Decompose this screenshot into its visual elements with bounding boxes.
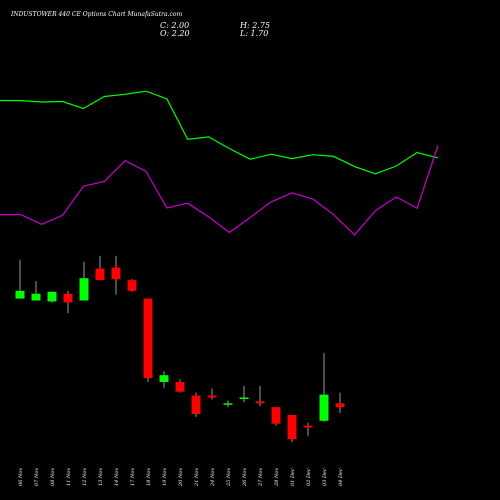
x-tick-label: 06 Nov [18,468,24,486]
candle-body [271,407,281,424]
x-tick-label: 07 Nov [34,468,40,486]
x-tick-label: 13 Nov [98,468,104,486]
candle-body [47,291,57,302]
candle-body [303,425,313,428]
candle-body [175,381,185,392]
x-tick-label: 12 Nov [82,468,88,486]
close-value: C: 2.00 [160,21,189,30]
candle-body [143,298,153,379]
x-tick-label: 01 Dec [290,468,296,486]
x-tick-label: 11 Nov [66,468,72,486]
candle-body [191,395,201,414]
chart-title: INDUSTOWER 440 CE Options Chart MunafaSu… [10,11,182,18]
x-tick-label: 08 Nov [50,468,56,486]
candle-body [127,280,137,291]
x-tick-label: 20 Nov [178,468,184,487]
candle-body [239,397,249,399]
x-tick-label: 02 Dec [306,468,312,486]
x-axis-labels: 06 Nov 07 Nov 08 Nov 11 Nov 12 Nov 13 Nov 14 N… [18,468,344,487]
candle-body [31,293,41,301]
x-tick-label: 18 Nov [146,468,152,486]
candle-body [319,394,329,421]
candle-body [287,414,297,440]
x-tick-label: 21 Nov [194,468,200,487]
high-value: H: 2.75 [239,21,270,30]
candle-body [15,290,25,299]
candle-body [207,395,217,398]
candle-body [255,401,265,404]
candle-body [111,267,121,280]
x-tick-label: 04 Dec [338,468,344,486]
x-tick-label: 25 Nov [226,468,232,487]
x-tick-label: 17 Nov [130,468,136,486]
candle-body [159,375,169,382]
x-tick-label: 27 Nov [258,468,264,487]
candle-body [223,403,233,405]
green-line [0,90,439,175]
x-tick-label: 24 Nov [210,468,216,487]
magenta-line [0,145,439,236]
candles [15,255,345,443]
x-tick-label: 26 Nov [242,468,248,487]
open-value: O: 2.20 [160,29,190,38]
x-tick-label: 19 Nov [162,468,168,486]
candle-body [79,278,89,301]
candle-body [63,293,73,303]
x-tick-label: 03 Dec [322,468,328,486]
x-tick-label: 28 Nov [274,468,280,487]
candle-body [95,268,105,281]
candle-body [335,403,345,408]
low-value: L: 1.70 [239,29,268,38]
x-tick-label: 14 Nov [114,468,120,486]
